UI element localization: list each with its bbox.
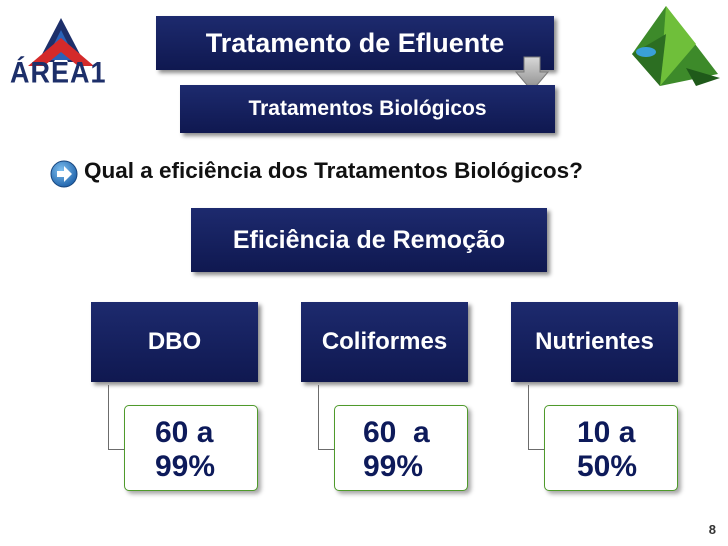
category-coliformes-box: Coliformes (301, 302, 468, 382)
slide-title: Tratamento de Efluente (205, 27, 505, 58)
question-text: Qual a eficiência dos Tratamentos Biológ… (84, 158, 583, 183)
value-coliformes-line1: 60 a (363, 416, 430, 449)
area1-logo-text: ÁREA1 (10, 56, 107, 90)
bullet-arrow-icon (50, 160, 78, 188)
connector-coliformes (318, 385, 336, 450)
value-dbo-line2: 99% (155, 450, 216, 483)
category-dbo-box: DBO (91, 302, 258, 382)
title-box: Tratamento de Efluente (156, 16, 554, 70)
value-coliformes-box: 60 a 99% (334, 405, 468, 491)
area1-logo (8, 16, 114, 94)
category-coliformes-label: Coliformes (321, 328, 448, 355)
value-nutrientes-line2: 50% (577, 450, 638, 483)
page-number: 8 (708, 522, 716, 537)
category-nutrientes-label: Nutrientes (535, 328, 654, 355)
category-dbo-label: DBO (147, 328, 202, 355)
value-nutrientes-line1: 10 a (577, 416, 636, 449)
leaf-logo (626, 4, 722, 90)
category-nutrientes-box: Nutrientes (511, 302, 678, 382)
down-arrow-icon (514, 56, 550, 92)
removal-efficiency-heading: Eficiência de Remoção (232, 225, 506, 254)
value-coliformes-line2: 99% (363, 450, 424, 483)
value-dbo-box: 60 a 99% (124, 405, 258, 491)
subtitle-box: Tratamentos Biológicos (180, 85, 555, 133)
value-dbo-line1: 60 a (155, 416, 214, 449)
slide-subtitle: Tratamentos Biológicos (248, 97, 487, 120)
connector-dbo (108, 385, 126, 450)
connector-nutrientes (528, 385, 546, 450)
value-nutrientes-box: 10 a 50% (544, 405, 678, 491)
removal-efficiency-box: Eficiência de Remoção (191, 208, 547, 272)
